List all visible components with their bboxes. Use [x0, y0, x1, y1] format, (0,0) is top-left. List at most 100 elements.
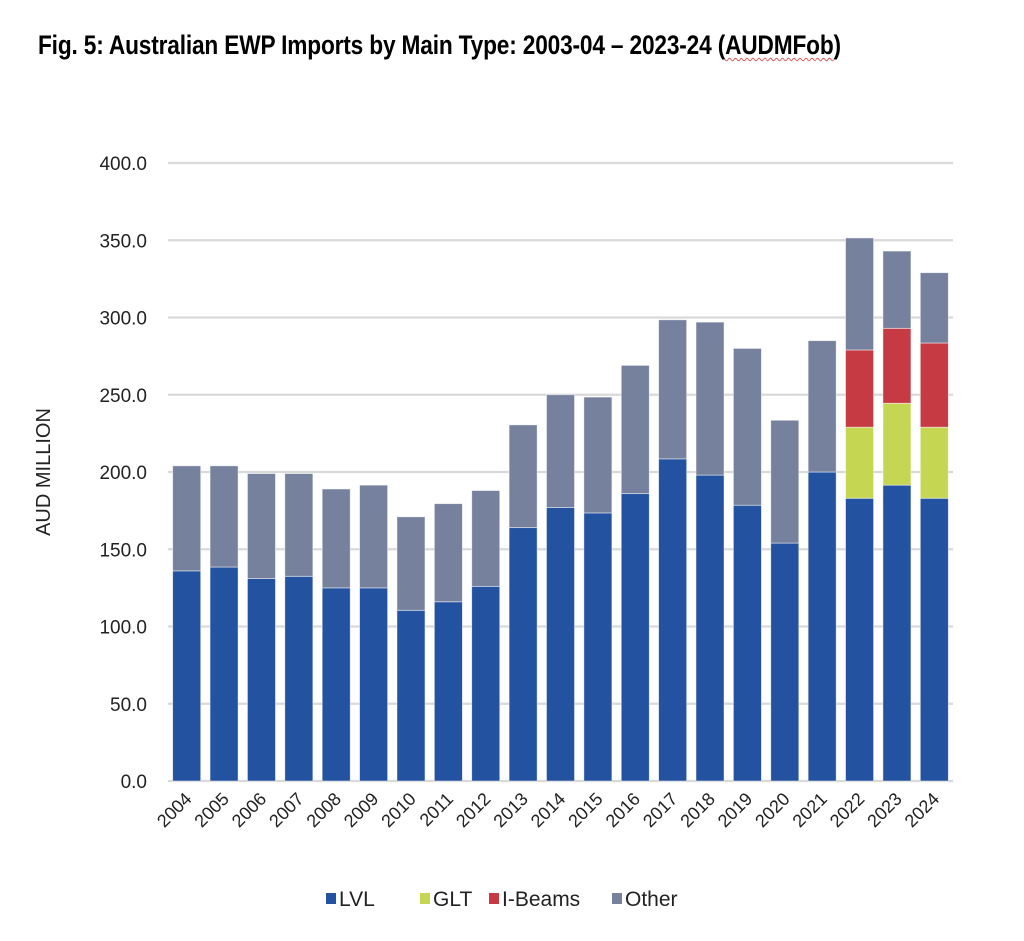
bar-lvl-2014 [546, 507, 575, 782]
bar-stack-2010 [396, 516, 426, 782]
bar-i-beams-2023 [882, 327, 912, 404]
bar-stack-2004 [172, 465, 202, 782]
x-tick-label: 2024 [901, 789, 943, 831]
bar-lvl-2023 [882, 484, 912, 782]
chart-title-close: ) [833, 30, 842, 60]
bar-i-beams-2024 [919, 342, 949, 428]
bar-other-2012 [471, 490, 501, 587]
bar-other-2007 [284, 473, 314, 577]
x-tick-label: 2020 [751, 789, 793, 831]
bar-lvl-2008 [321, 587, 351, 782]
bar-other-2009 [359, 484, 389, 589]
bar-glt-2024 [919, 426, 949, 499]
y-tick-label: 200.0 [99, 463, 147, 484]
bar-lvl-2024 [919, 497, 949, 782]
legend-label: LVL [339, 888, 375, 911]
x-tick-label: 2012 [452, 789, 494, 831]
x-tick-label: 2015 [564, 789, 606, 831]
x-tick-label: 2017 [639, 789, 681, 831]
bar-i-beams-2022 [845, 349, 874, 428]
chart-title-unit: AUDMFob [725, 30, 834, 60]
y-tick-label: 300.0 [99, 309, 147, 330]
bar-other-2024 [919, 272, 949, 344]
y-tick-label: 250.0 [99, 386, 147, 407]
bar-other-2020 [770, 419, 800, 544]
bar-other-2019 [732, 347, 762, 506]
bar-stack-2022 [845, 237, 874, 782]
y-axis-title: AUD MILLION [33, 408, 55, 536]
x-tick-label: 2019 [714, 789, 756, 831]
x-tick-label: 2008 [303, 789, 345, 831]
x-tick-label: 2010 [377, 789, 419, 831]
legend-item-lvl: LVL [326, 888, 375, 911]
bar-lvl-2017 [658, 458, 688, 782]
x-tick-label: 2016 [602, 789, 644, 831]
bar-lvl-2021 [807, 471, 837, 782]
bar-stack-2011 [433, 503, 463, 782]
x-tick-label: 2021 [789, 789, 831, 831]
bar-other-2015 [583, 396, 613, 514]
bar-stack-2014 [546, 394, 575, 782]
bar-other-2021 [807, 340, 837, 473]
bar-stack-2019 [732, 347, 762, 782]
bar-stack-2021 [807, 340, 837, 782]
bar-glt-2023 [882, 402, 912, 486]
bar-stack-2007 [284, 473, 314, 782]
bar-glt-2022 [845, 426, 874, 499]
bar-stack-2018 [695, 321, 725, 782]
x-tick-label: 2013 [489, 789, 531, 831]
legend-item-glt: GLT [420, 888, 472, 911]
bar-lvl-2005 [209, 566, 239, 782]
legend-item-other: Other [612, 888, 678, 911]
bars [172, 237, 949, 782]
legend-swatch [326, 893, 336, 904]
legend-swatch [612, 893, 622, 904]
bar-lvl-2006 [247, 578, 276, 782]
legend-swatch [420, 893, 430, 904]
bar-stack-2024 [919, 272, 949, 782]
x-tick-label: 2009 [340, 789, 382, 831]
bar-lvl-2009 [359, 587, 389, 782]
chart-title-text: Fig. 5: Australian EWP Imports by Main T… [38, 30, 726, 60]
x-tick-label: 2007 [265, 789, 307, 831]
x-tick-label: 2011 [416, 789, 458, 831]
bar-stack-2016 [620, 364, 650, 782]
bar-other-2006 [247, 473, 276, 580]
bar-lvl-2012 [471, 585, 501, 782]
bar-stack-2023 [882, 250, 912, 782]
bar-other-2014 [546, 394, 575, 508]
bar-stack-2017 [658, 319, 688, 782]
legend-label: I-Beams [502, 888, 580, 911]
bar-other-2010 [396, 516, 426, 611]
y-tick-label: 100.0 [99, 618, 147, 639]
x-tick-label: 2004 [153, 789, 195, 831]
bar-other-2005 [209, 465, 239, 568]
y-tick-label: 400.0 [99, 154, 147, 175]
bar-lvl-2015 [583, 512, 613, 782]
bar-stack-2005 [209, 465, 239, 782]
y-tick-label: 350.0 [99, 231, 147, 252]
bar-other-2018 [695, 321, 725, 476]
x-tick-label: 2006 [228, 789, 270, 831]
bar-lvl-2010 [396, 609, 426, 782]
bar-stack-2015 [583, 396, 613, 782]
bar-lvl-2016 [620, 493, 650, 782]
legend: LVL GLT I-Beams Other [326, 888, 678, 911]
chart-title: Fig. 5: Australian EWP Imports by Main T… [38, 30, 841, 61]
x-tick-label: 2005 [190, 789, 232, 831]
bar-other-2013 [508, 424, 538, 529]
x-tick-label: 2023 [863, 789, 905, 831]
bar-stack-2013 [508, 424, 538, 782]
x-tick-label: 2018 [676, 789, 718, 831]
bar-stack-2012 [471, 490, 501, 782]
x-tick-label: 2022 [826, 789, 868, 831]
bar-lvl-2019 [732, 504, 762, 782]
bar-other-2011 [433, 503, 463, 603]
bar-stack-2020 [770, 419, 800, 782]
legend-label: GLT [433, 888, 472, 911]
bar-stack-2009 [359, 484, 389, 782]
bar-other-2017 [658, 319, 688, 460]
bar-lvl-2018 [695, 474, 725, 782]
bar-other-2004 [172, 465, 202, 572]
